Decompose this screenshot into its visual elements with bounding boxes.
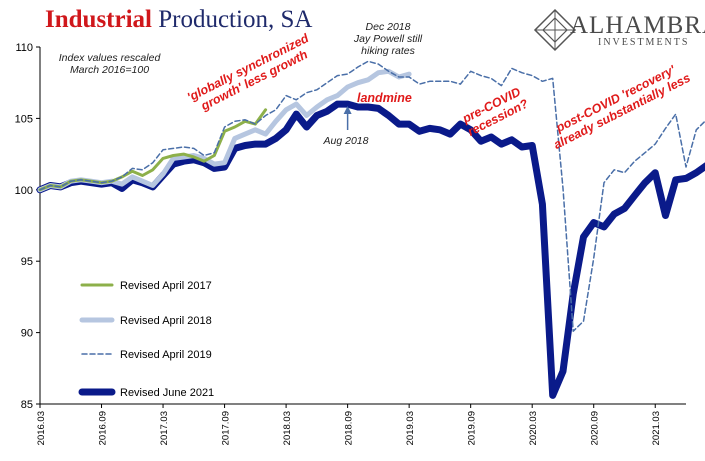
logo-name: ALHAMBRA [570,12,705,39]
chart-axes: 85 90 95 100 105 110 2016.03 2016.09 2017.03 2017… [15,42,686,445]
x-tick-label: 2021.03 [651,411,662,445]
logo-sub: INVESTMENTS [598,37,690,48]
rescale-note-line2: March 2016=100 [69,64,150,76]
legend-label-2: Revised April 2019 [120,349,212,361]
alhambra-diamond-icon [533,8,577,52]
dec2018-note-line2: Jay Powell still [353,33,423,45]
rescale-note: Index values rescaled March 2016=100 [52,52,167,76]
dec2018-note-line3: hiking rates [361,45,415,57]
dec2018-note-line1: Dec 2018 [365,21,411,33]
dec2018-note: Dec 2018 Jay Powell still hiking rates [333,21,443,57]
series-line-2 [39,60,705,332]
chart-title-part1: Industrial [45,6,152,33]
y-tick-label: 90 [21,328,33,340]
y-tick-label: 105 [15,113,33,125]
y-tick-label: 100 [15,185,33,197]
y-tick-label: 110 [15,42,33,54]
x-tick-label: 2016.09 [98,411,109,445]
legend-label-1: Revised April 2018 [120,315,212,327]
aug2018-note: Aug 2018 [323,135,369,147]
chart-legend: Revised April 2017 Revised April 2018 Revi… [78,280,214,399]
chart-title-part2: Production, SA [151,6,313,33]
legend-label-3: Revised June 2021 [120,387,214,399]
x-tick-label: 2018.09 [344,411,355,445]
chart-title: Industrial Production, SA [45,6,312,34]
x-tick-label: 2019.03 [405,411,416,445]
chart-series-lines [36,60,705,399]
x-tick-label: 2017.09 [221,411,232,445]
y-tick-label: 85 [21,399,33,411]
x-tick-label: 2018.03 [282,411,293,445]
x-tick-label: 2020.09 [590,411,601,445]
y-tick-label: 95 [21,256,33,268]
x-tick-label: 2019.09 [467,411,478,445]
landmine-annotation: landmine [357,91,412,105]
rescale-note-line1: Index values rescaled [58,52,161,64]
legend-label-0: Revised April 2017 [120,280,212,292]
x-tick-label: 2017.03 [159,411,170,445]
x-tick-label: 2016.03 [36,411,47,445]
aug2018-arrowhead [343,106,352,114]
x-tick-label: 2020.03 [528,411,539,445]
